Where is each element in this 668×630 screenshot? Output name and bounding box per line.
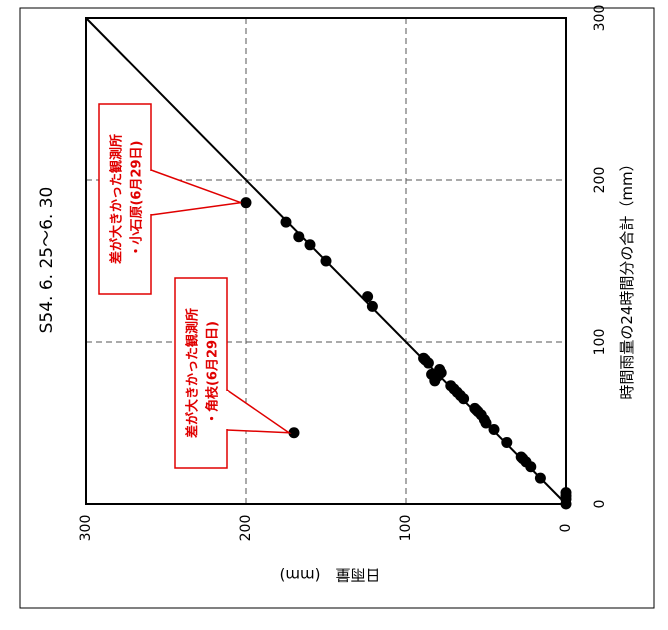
- data-point: [320, 255, 332, 267]
- data-point: [488, 423, 500, 435]
- x-tick-label: 100: [592, 329, 608, 356]
- data-point: [362, 291, 374, 303]
- data-point: [240, 197, 252, 209]
- data-point: [426, 368, 438, 380]
- annotation-text: ・小石原(6月29日): [130, 140, 145, 257]
- annotations: 差が大きかった観測所 ・小石原(6月29日)差が大きかった観測所 ・角枝(6月29日…: [98, 103, 292, 469]
- chart-title: S54. 6. 25〜6. 30: [37, 187, 57, 334]
- data-point: [515, 451, 527, 463]
- figure-frame: [19, 7, 655, 609]
- y-tick-label: 200: [238, 515, 254, 542]
- x-tick-label: 300: [592, 5, 608, 32]
- data-point: [304, 239, 316, 251]
- data-point: [418, 352, 430, 364]
- y-axis-label: 日雨量 (mm): [280, 566, 381, 584]
- data-points: [240, 197, 572, 510]
- data-point: [280, 216, 292, 228]
- annotation-box: [98, 103, 152, 295]
- plot-area: [85, 17, 567, 505]
- data-point: [534, 472, 546, 484]
- y-tick-label: 0: [558, 524, 574, 533]
- y-tick-label: 100: [398, 515, 414, 542]
- data-point: [366, 300, 378, 312]
- annotation-text: ・角枝(6月29日): [205, 321, 221, 425]
- data-point: [293, 231, 305, 243]
- annotation-text: 差が大きかった観測所: [185, 308, 201, 438]
- annotation-text: 差が大きかった観測所: [109, 134, 125, 264]
- data-point: [560, 487, 572, 499]
- y-tick-label: 300: [78, 515, 94, 542]
- annotation-pointer: [150, 169, 242, 216]
- data-point: [445, 380, 457, 392]
- x-tick-label: 200: [592, 167, 608, 194]
- data-point: [469, 402, 481, 414]
- data-point: [501, 436, 513, 448]
- x-tick-label: 0: [592, 500, 608, 509]
- annotation-pointer: [226, 389, 292, 434]
- annotation-box: [174, 277, 228, 469]
- data-point: [434, 364, 446, 376]
- data-point: [288, 427, 300, 439]
- tick-labels: 0 100 200 300 0 100 200 300: [78, 5, 608, 542]
- x-axis-label: 時間雨量の24時間分の合計（mm）: [618, 156, 636, 399]
